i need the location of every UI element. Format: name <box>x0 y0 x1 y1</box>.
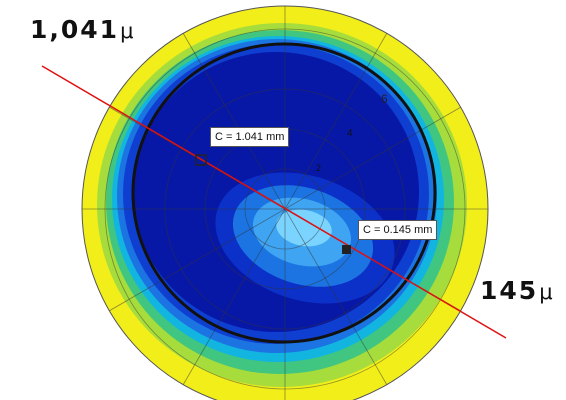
ring-label-4: 4 <box>347 128 353 139</box>
value-top: 1,041 <box>30 15 119 44</box>
color-map <box>82 6 488 400</box>
callout-c-145: C = 0.145 mm <box>358 220 437 240</box>
marker-145 <box>342 245 351 254</box>
callout-c-1041: C = 1.041 mm <box>210 127 289 147</box>
unit-bottom: μ <box>539 280 552 304</box>
value-bottom: 145 <box>480 276 538 305</box>
ring-label-6: 6 <box>381 92 388 106</box>
value-label-bottom: 145μ <box>480 278 553 303</box>
value-label-top: 1,041μ <box>30 17 133 42</box>
ring-label-2: 2 <box>316 163 321 173</box>
unit-top: μ <box>120 19 133 43</box>
